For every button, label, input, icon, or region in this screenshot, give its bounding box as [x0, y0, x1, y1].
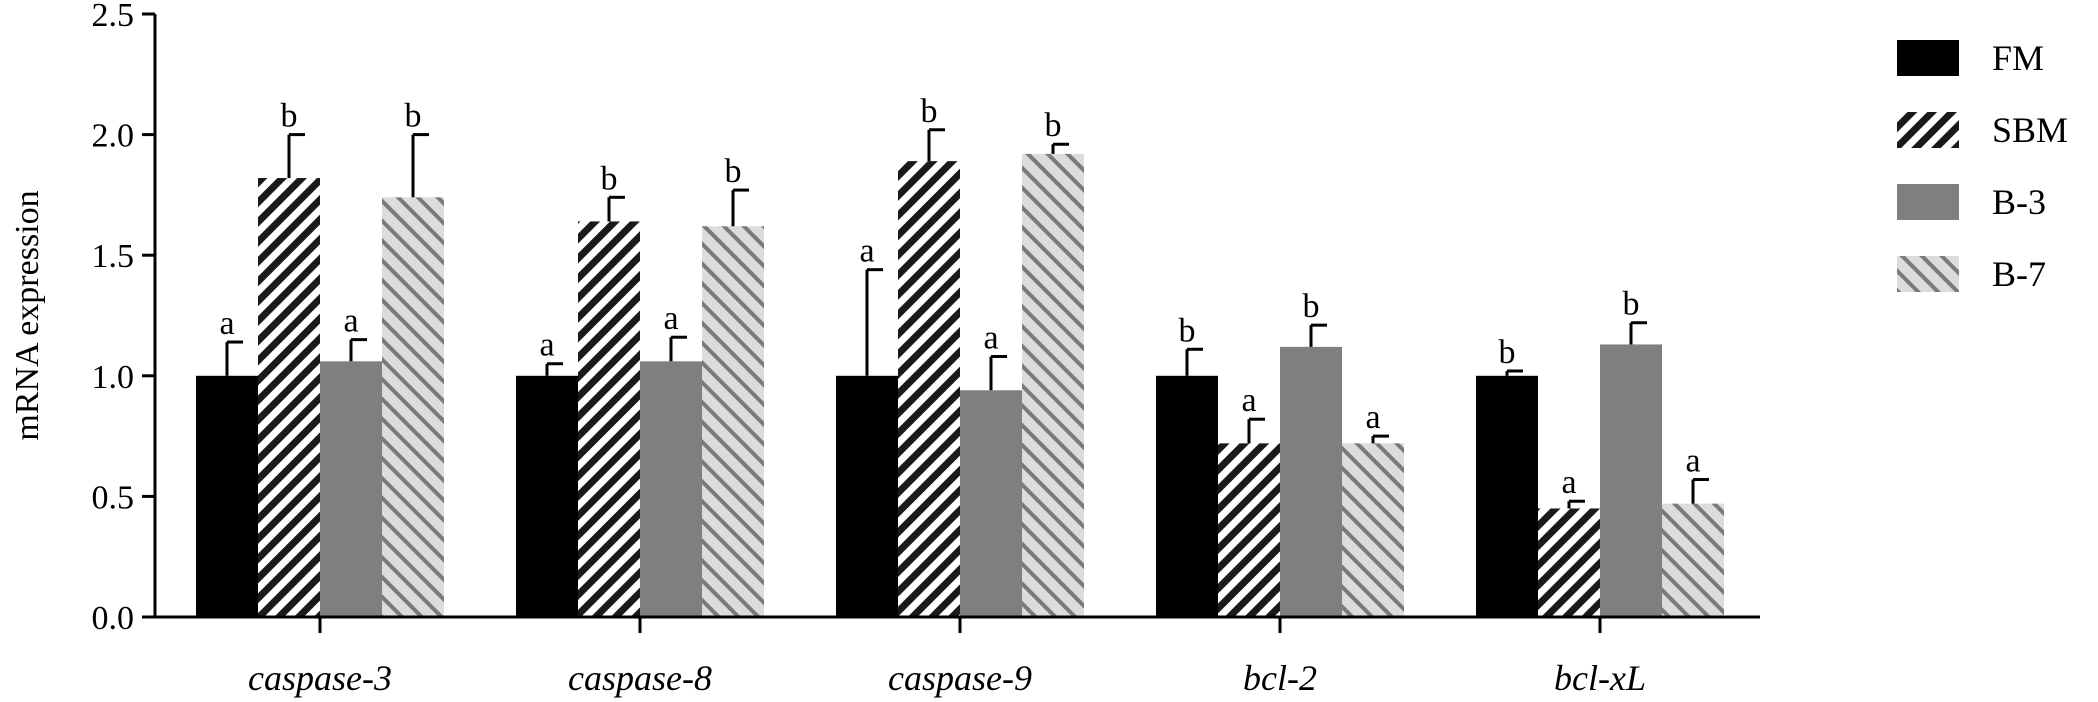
legend-label-sbm: SBM	[1992, 110, 2068, 150]
y-axis-label: mRNA expression	[9, 190, 46, 440]
bar-b-7-caspase-9	[1022, 153, 1084, 617]
bar-sbm-caspase-9	[898, 161, 960, 617]
bar-b-3-bcl-xL	[1600, 344, 1662, 617]
bar-fm-caspase-3	[196, 375, 258, 617]
significance-letter: a	[1365, 399, 1380, 436]
significance-letter: a	[983, 320, 998, 357]
bar-b-3-caspase-3	[320, 361, 382, 617]
bar-fm-bcl-xL	[1476, 375, 1538, 617]
bar-b-7-bcl-xL	[1662, 503, 1724, 617]
significance-letter: a	[1241, 382, 1256, 419]
significance-letter: b	[601, 160, 618, 197]
significance-letter: b	[1045, 107, 1062, 144]
y-tick-label: 0.5	[92, 479, 135, 516]
significance-letter: a	[343, 303, 358, 340]
significance-letter: a	[539, 327, 554, 364]
bar-fm-bcl-2	[1156, 375, 1218, 617]
y-tick-label: 1.5	[92, 238, 135, 275]
significance-letter: a	[1685, 443, 1700, 480]
significance-letter: b	[1179, 312, 1196, 349]
legend-label-fm: FM	[1992, 38, 2044, 78]
bar-sbm-caspase-3	[258, 178, 320, 618]
x-tick-label: caspase-3	[248, 658, 392, 698]
significance-letter: a	[219, 305, 234, 342]
bar-b-3-bcl-2	[1280, 346, 1342, 617]
bar-sbm-bcl-2	[1218, 443, 1280, 617]
bar-b-7-caspase-3	[382, 197, 444, 617]
axes: 0.0 0.5 1.0 1.5 2.0 2.5 caspase-3 caspase-8 casp…	[9, 0, 1760, 698]
significance-letter: b	[1623, 286, 1640, 323]
y-tick-label: 1.0	[92, 359, 135, 396]
y-tick-label: 0.0	[92, 600, 135, 637]
significance-letter: a	[663, 300, 678, 337]
significance-letter: a	[1561, 464, 1576, 501]
legend-swatch-b-7	[1897, 256, 1959, 292]
significance-letter: b	[405, 98, 422, 135]
significance-letter: b	[725, 153, 742, 190]
significance-letter: a	[859, 233, 874, 270]
legend-swatch-sbm	[1897, 112, 1959, 148]
x-tick-label: caspase-9	[888, 658, 1032, 698]
legend-label-b-7: B-7	[1992, 254, 2046, 294]
y-tick-label: 2.0	[92, 118, 135, 155]
significance-letter: b	[281, 98, 298, 135]
bar-sbm-bcl-xL	[1538, 508, 1600, 617]
plot-area: a a a b b b b b a a a a a b b b b b a a	[196, 93, 1724, 618]
bar-fm-caspase-8	[516, 375, 578, 617]
x-tick-label: bcl-xL	[1554, 658, 1646, 698]
bar-b-7-bcl-2	[1342, 443, 1404, 617]
bar-b-3-caspase-9	[960, 390, 1022, 617]
bar-sbm-caspase-8	[578, 221, 640, 617]
legend-label-b-3: B-3	[1992, 182, 2046, 222]
y-tick-label: 2.5	[92, 0, 135, 34]
legend: FM SBM B-3 B-7	[1897, 38, 2068, 294]
significance-letter: b	[1303, 288, 1320, 325]
legend-swatch-b-3	[1897, 184, 1959, 220]
significance-letter: b	[1499, 334, 1516, 371]
legend-swatch-fm	[1897, 40, 1959, 76]
bar-b-7-caspase-8	[702, 226, 764, 618]
x-tick-label: bcl-2	[1243, 658, 1317, 698]
x-tick-label: caspase-8	[568, 658, 712, 698]
bar-fm-caspase-9	[836, 375, 898, 617]
significance-letter: b	[921, 93, 938, 130]
bar-b-3-caspase-8	[640, 361, 702, 617]
